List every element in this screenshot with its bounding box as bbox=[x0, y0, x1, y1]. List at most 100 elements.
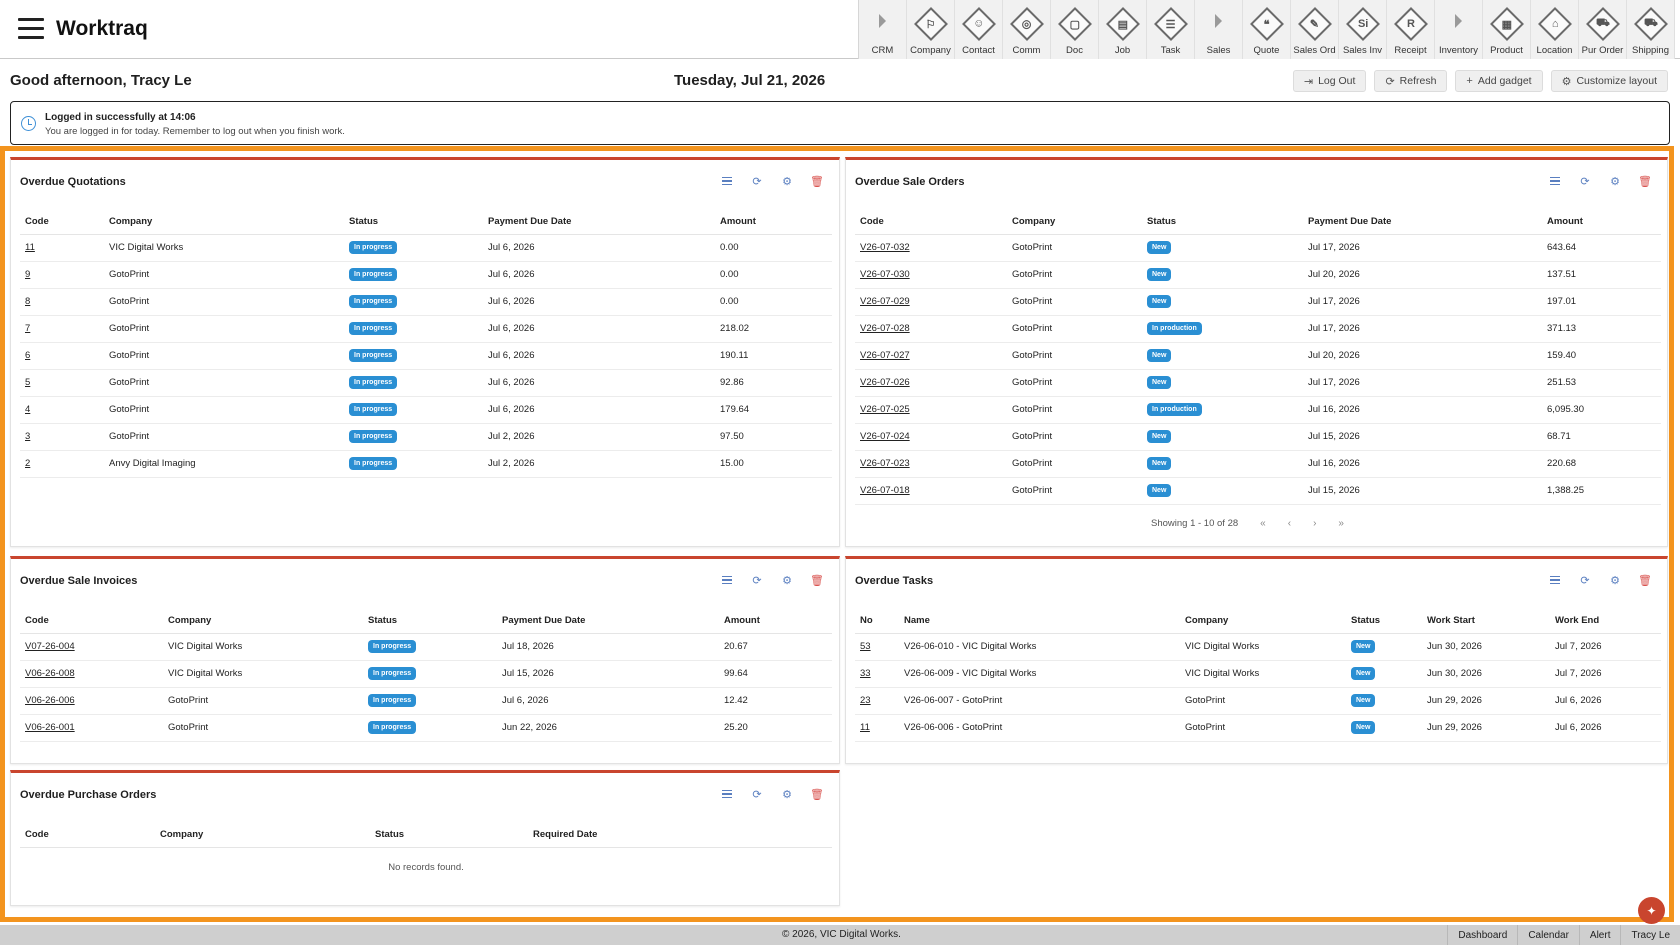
table-row[interactable]: V26-07-023 GotoPrint New Jul 16, 2026 220.68 bbox=[855, 450, 1661, 478]
record-link[interactable]: 6 bbox=[25, 350, 31, 361]
table-row[interactable]: 7 GotoPrint In progress Jul 6, 2026 218.02 bbox=[20, 315, 832, 343]
module-job[interactable]: ▤ Job bbox=[1099, 0, 1147, 59]
next-page-icon[interactable]: › bbox=[1313, 518, 1317, 529]
trash-icon[interactable]: 🗑 bbox=[1638, 175, 1652, 188]
record-link[interactable]: V06-26-001 bbox=[25, 722, 75, 733]
column-header[interactable]: Status bbox=[344, 210, 483, 235]
table-row[interactable]: V26-07-027 GotoPrint New Jul 20, 2026 159.40 bbox=[855, 342, 1661, 370]
record-link[interactable]: 9 bbox=[25, 269, 31, 280]
table-row[interactable]: 8 GotoPrint In progress Jul 6, 2026 0.00 bbox=[20, 288, 832, 316]
table-row[interactable]: V26-07-025 GotoPrint In production Jul 16, … bbox=[855, 396, 1661, 424]
refresh-icon[interactable]: ⟳ bbox=[752, 574, 762, 587]
column-header[interactable]: Company bbox=[1007, 210, 1142, 235]
column-header[interactable]: Status bbox=[370, 823, 528, 848]
table-row[interactable]: 11 V26-06-006 - GotoPrint GotoPrint New Jun … bbox=[855, 714, 1661, 742]
refresh-icon[interactable]: ⟳ bbox=[752, 175, 762, 188]
record-link[interactable]: V26-07-024 bbox=[860, 431, 910, 442]
module-sales-ord[interactable]: ✎ Sales Ord bbox=[1291, 0, 1339, 59]
module-inventory[interactable]: Inventory bbox=[1435, 0, 1483, 59]
table-row[interactable]: 3 GotoPrint In progress Jul 2, 2026 97.50 bbox=[20, 423, 832, 451]
record-link[interactable]: V07-26-004 bbox=[25, 641, 75, 652]
table-row[interactable]: 6 GotoPrint In progress Jul 6, 2026 190.11 bbox=[20, 342, 832, 370]
table-row[interactable]: V26-07-018 GotoPrint New Jul 15, 2026 1,388.… bbox=[855, 477, 1661, 505]
list-icon[interactable] bbox=[719, 173, 735, 189]
record-link[interactable]: V26-07-028 bbox=[860, 323, 910, 334]
trash-icon[interactable]: 🗑 bbox=[810, 574, 824, 587]
refresh-icon[interactable]: ⟳ bbox=[1580, 175, 1590, 188]
refresh-button[interactable]: ⟳ Refresh bbox=[1374, 70, 1448, 92]
record-link[interactable]: V06-26-006 bbox=[25, 695, 75, 706]
record-link[interactable]: 3 bbox=[25, 431, 31, 442]
column-header[interactable]: Required Date bbox=[528, 823, 832, 848]
gear-icon[interactable]: ⚙ bbox=[1610, 175, 1620, 188]
table-row[interactable]: V06-26-008 VIC Digital Works In progress Ju… bbox=[20, 660, 832, 688]
table-row[interactable]: 23 V26-06-007 - GotoPrint GotoPrint New Jun … bbox=[855, 687, 1661, 715]
column-header[interactable]: Amount bbox=[1542, 210, 1661, 235]
list-icon[interactable] bbox=[1547, 173, 1563, 189]
hamburger-menu-icon[interactable] bbox=[18, 18, 44, 40]
table-row[interactable]: V07-26-004 VIC Digital Works In progress Ju… bbox=[20, 633, 832, 661]
record-link[interactable]: 33 bbox=[860, 668, 871, 679]
module-sales[interactable]: Sales bbox=[1195, 0, 1243, 59]
table-row[interactable]: 4 GotoPrint In progress Jul 6, 2026 179.64 bbox=[20, 396, 832, 424]
record-link[interactable]: V26-07-030 bbox=[860, 269, 910, 280]
record-link[interactable]: V06-26-008 bbox=[25, 668, 75, 679]
trash-icon[interactable]: 🗑 bbox=[810, 175, 824, 188]
footer-link-user[interactable]: Tracy Le bbox=[1620, 925, 1680, 945]
module-receipt[interactable]: R Receipt bbox=[1387, 0, 1435, 59]
record-link[interactable]: V26-07-018 bbox=[860, 485, 910, 496]
column-header[interactable]: Amount bbox=[715, 210, 832, 235]
column-header[interactable]: Code bbox=[20, 823, 155, 848]
record-link[interactable]: 11 bbox=[25, 242, 35, 253]
table-row[interactable]: 11 VIC Digital Works In progress Jul 6, 202… bbox=[20, 234, 832, 262]
quick-action-icon[interactable]: ✦ bbox=[1638, 897, 1665, 924]
record-link[interactable]: 4 bbox=[25, 404, 31, 415]
column-header[interactable]: Payment Due Date bbox=[1303, 210, 1542, 235]
add-gadget-button[interactable]: + Add gadget bbox=[1455, 70, 1543, 92]
table-row[interactable]: V26-07-030 GotoPrint New Jul 20, 2026 137.51 bbox=[855, 261, 1661, 289]
column-header[interactable]: Code bbox=[855, 210, 1007, 235]
table-row[interactable]: V26-07-026 GotoPrint New Jul 17, 2026 251.53 bbox=[855, 369, 1661, 397]
gear-icon[interactable]: ⚙ bbox=[782, 574, 792, 587]
table-row[interactable]: 53 V26-06-010 - VIC Digital Works VIC Digi… bbox=[855, 633, 1661, 661]
column-header[interactable]: Company bbox=[1180, 609, 1346, 634]
refresh-icon[interactable]: ⟳ bbox=[752, 788, 762, 801]
gear-icon[interactable]: ⚙ bbox=[1610, 574, 1620, 587]
column-header[interactable]: Name bbox=[899, 609, 1180, 634]
module-contact[interactable]: ☺ Contact bbox=[955, 0, 1003, 59]
record-link[interactable]: 23 bbox=[860, 695, 871, 706]
module-pur-order[interactable]: ⛟ Pur Order bbox=[1579, 0, 1627, 59]
module-location[interactable]: ⌂ Location bbox=[1531, 0, 1579, 59]
record-link[interactable]: 2 bbox=[25, 458, 31, 469]
table-row[interactable]: V06-26-001 GotoPrint In progress Jun 22, 20… bbox=[20, 714, 832, 742]
column-header[interactable]: Amount bbox=[719, 609, 832, 634]
gear-icon[interactable]: ⚙ bbox=[782, 175, 792, 188]
footer-link-alert[interactable]: Alert bbox=[1578, 925, 1621, 945]
column-header[interactable]: Payment Due Date bbox=[497, 609, 719, 634]
record-link[interactable]: V26-07-026 bbox=[860, 377, 910, 388]
module-sales-inv[interactable]: Si Sales Inv bbox=[1339, 0, 1387, 59]
module-shipping[interactable]: ⛟ Shipping bbox=[1627, 0, 1675, 59]
module-crm[interactable]: CRM bbox=[859, 0, 907, 59]
record-link[interactable]: V26-07-027 bbox=[860, 350, 910, 361]
footer-link-calendar[interactable]: Calendar bbox=[1517, 925, 1579, 945]
column-header[interactable]: Status bbox=[1142, 210, 1303, 235]
column-header[interactable]: Company bbox=[163, 609, 363, 634]
record-link[interactable]: V26-07-023 bbox=[860, 458, 910, 469]
record-link[interactable]: 8 bbox=[25, 296, 31, 307]
record-link[interactable]: V26-07-029 bbox=[860, 296, 910, 307]
table-row[interactable]: 2 Anvy Digital Imaging In progress Jul 2, 2… bbox=[20, 450, 832, 478]
table-row[interactable]: 33 V26-06-009 - VIC Digital Works VIC Digi… bbox=[855, 660, 1661, 688]
trash-icon[interactable]: 🗑 bbox=[810, 788, 824, 801]
table-row[interactable]: 5 GotoPrint In progress Jul 6, 2026 92.86 bbox=[20, 369, 832, 397]
module-quote[interactable]: ❝ Quote bbox=[1243, 0, 1291, 59]
record-link[interactable]: V26-07-032 bbox=[860, 242, 910, 253]
column-header[interactable]: Code bbox=[20, 210, 104, 235]
module-task[interactable]: ☰ Task bbox=[1147, 0, 1195, 59]
column-header[interactable]: Company bbox=[104, 210, 344, 235]
prev-page-icon[interactable]: ‹ bbox=[1287, 518, 1292, 529]
column-header[interactable]: Payment Due Date bbox=[483, 210, 715, 235]
list-icon[interactable] bbox=[1547, 572, 1563, 588]
table-row[interactable]: 9 GotoPrint In progress Jul 6, 2026 0.00 bbox=[20, 261, 832, 289]
last-page-icon[interactable]: » bbox=[1338, 518, 1344, 529]
